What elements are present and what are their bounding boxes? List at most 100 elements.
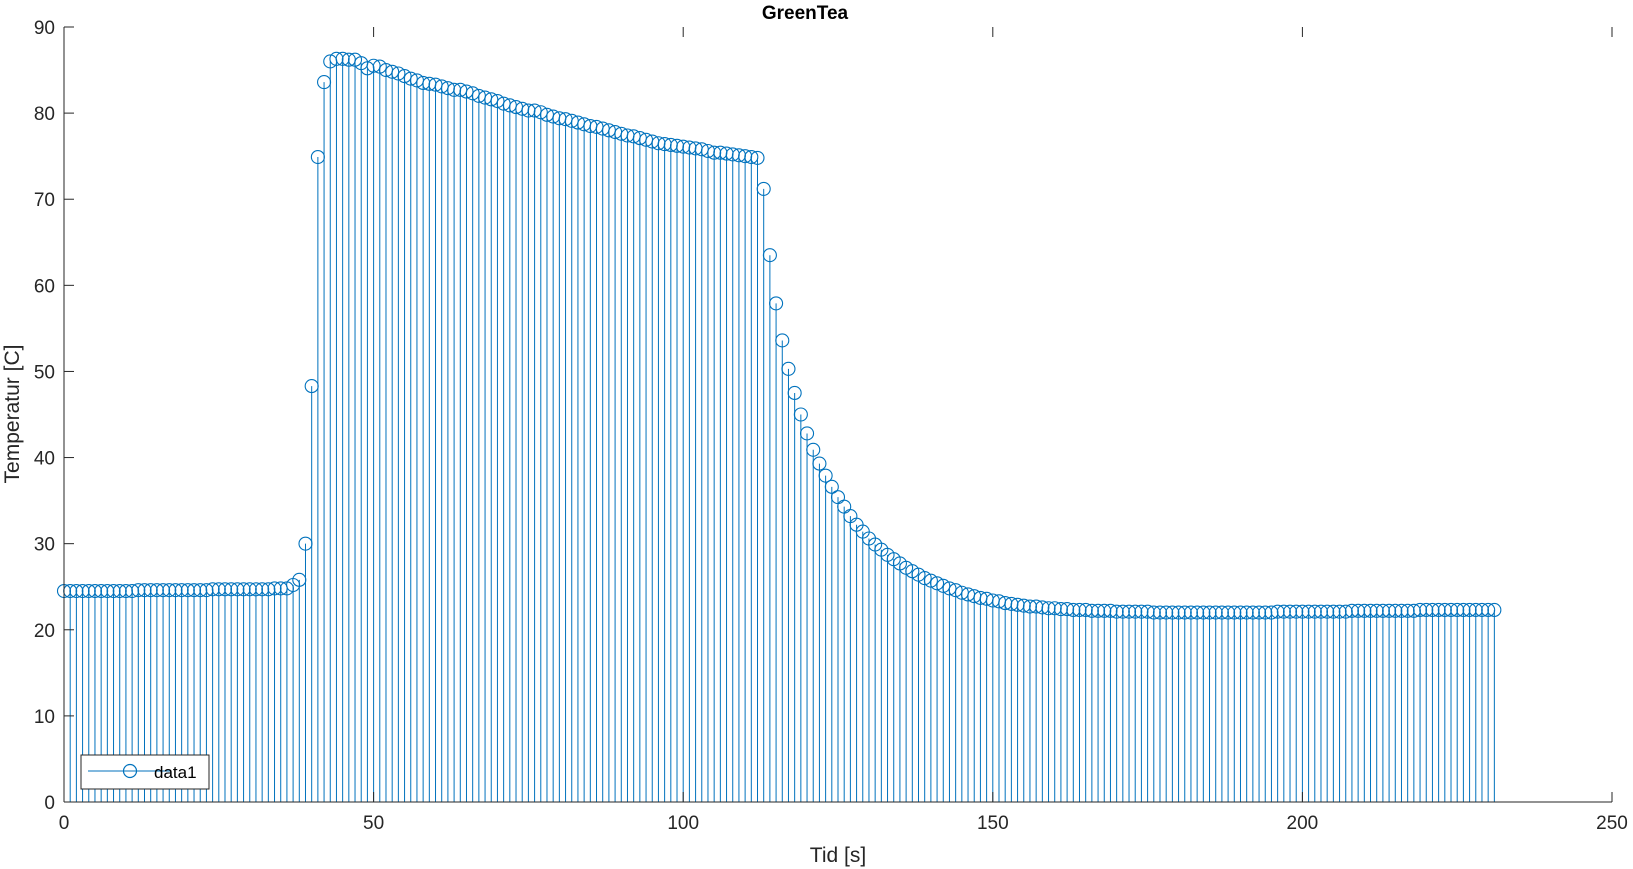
stem-marker (100, 583, 115, 599)
stem-marker (750, 150, 765, 165)
stem-marker (236, 582, 251, 597)
stem-marker (1103, 603, 1118, 618)
stem-marker (1252, 605, 1267, 620)
stem-marker (744, 149, 759, 165)
x-tick-label: 0 (59, 813, 70, 834)
stem-marker (1388, 603, 1403, 618)
stem-marker (81, 583, 96, 599)
stem-marker (1326, 604, 1341, 619)
stem-marker (465, 86, 480, 101)
stem-marker (242, 582, 257, 597)
stem-marker (335, 51, 350, 66)
stem-marker (787, 385, 802, 401)
stem-marker (1121, 604, 1137, 619)
axes: 0 50 100 150 200 250 0 10 20 30 40 50 60 70 80 90 (34, 18, 1628, 834)
legend-box (80, 754, 210, 790)
stem-marker (1233, 605, 1248, 620)
stem-marker (403, 71, 418, 86)
stem-marker (769, 296, 784, 311)
stem-marker (304, 379, 319, 394)
stem-marker (1276, 604, 1291, 619)
stem-marker (248, 582, 264, 597)
stem-marker (527, 103, 542, 118)
stem-marker (1035, 600, 1050, 615)
stem-marker (533, 105, 548, 120)
stem-marker (1258, 605, 1273, 620)
stem-marker (1171, 605, 1186, 620)
stem-marker (1202, 605, 1217, 620)
stem-marker (1382, 603, 1397, 618)
x-axis-label: Tid [s] (810, 844, 866, 867)
stem-marker (1159, 605, 1174, 620)
stem-marker (484, 92, 499, 107)
chart-title: GreenTea (762, 3, 849, 24)
stem-marker (1066, 602, 1081, 618)
stem-marker (1443, 602, 1459, 618)
y-tick-label: 40 (34, 449, 55, 470)
stem-marker (261, 582, 276, 597)
y-tick-label: 10 (34, 707, 55, 728)
stem-marker (818, 468, 833, 483)
stem-marker (1097, 603, 1112, 618)
stem-marker (397, 69, 412, 84)
stem-marker (1270, 604, 1285, 619)
stem-marker (205, 582, 220, 597)
stem-marker (162, 583, 177, 598)
stem-marker (149, 583, 164, 598)
stem-marker (112, 583, 127, 599)
stem-marker (1227, 605, 1242, 620)
stem-marker (1177, 605, 1192, 620)
stem-marker (1239, 605, 1254, 620)
stem-marker (1400, 603, 1415, 618)
stem-marker (1152, 605, 1168, 620)
stem-marker (168, 583, 183, 598)
stem-marker (1208, 605, 1223, 620)
stem-marker (317, 75, 332, 90)
stem-marker (812, 456, 827, 471)
stem-marker (143, 583, 158, 598)
stem-marker (1078, 602, 1093, 618)
stem-marker (255, 582, 270, 597)
y-tick-label: 50 (34, 362, 55, 383)
stem-marker (756, 181, 771, 196)
stem-marker (1053, 602, 1068, 617)
stem-marker (1084, 603, 1099, 618)
stem-marker (87, 583, 103, 599)
stem-marker (1146, 605, 1161, 620)
stem-marker (1487, 602, 1502, 618)
stem-marker (1115, 604, 1130, 619)
legend[interactable]: data1 (80, 754, 210, 790)
stem-marker (1431, 602, 1446, 618)
y-ticks: 0 10 20 30 40 50 60 70 80 90 (34, 18, 74, 814)
y-tick-label: 90 (34, 18, 55, 39)
stem-marker (118, 583, 133, 599)
stem-marker (1406, 603, 1421, 618)
stem-marker (1437, 602, 1452, 618)
stem-marker (1165, 605, 1180, 620)
stem-marker (391, 66, 406, 81)
y-axis-label: Temperatur [C] (1, 345, 24, 484)
stem-marker (917, 571, 932, 586)
stem-marker (942, 581, 957, 596)
stem-marker (1481, 602, 1496, 618)
y-tick-label: 60 (34, 276, 55, 297)
stem-marker (1450, 602, 1465, 618)
stem-marker (459, 84, 474, 99)
stem-marker (948, 583, 963, 598)
stem-marker (199, 583, 214, 598)
stem-marker (762, 248, 777, 263)
stem-marker (707, 145, 722, 160)
stem-marker (930, 576, 945, 591)
x-tick-label: 150 (977, 813, 1009, 834)
stem-marker (1419, 602, 1434, 618)
stem-marker (1474, 602, 1490, 618)
stem-marker (1363, 603, 1378, 618)
stem-marker (799, 426, 815, 441)
stem-marker (1128, 604, 1143, 619)
stem-marker (106, 583, 121, 599)
x-tick-label: 250 (1596, 813, 1628, 834)
stem-marker (329, 51, 344, 66)
stem-marker (1462, 602, 1477, 618)
x-tick-label: 200 (1287, 813, 1319, 834)
